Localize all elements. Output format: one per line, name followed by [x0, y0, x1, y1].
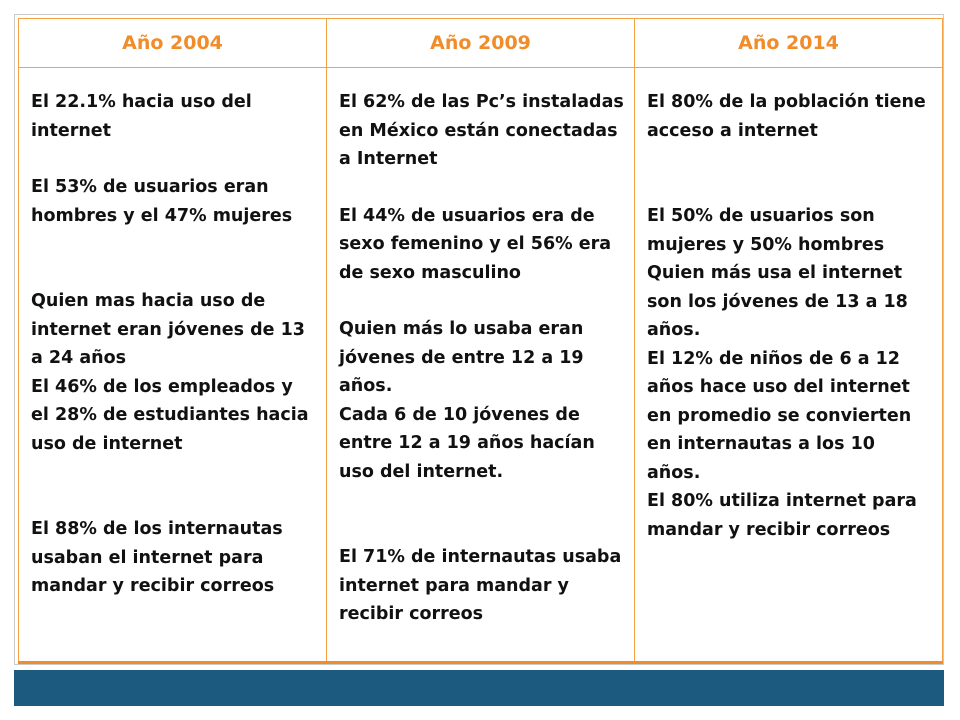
stat-2004-email: El 88% de los internautas usaban el inte… — [31, 519, 283, 596]
column-2014: El 80% de la población tiene acceso a in… — [634, 67, 943, 664]
stat-2014-gender: El 50% de usuarios son mujeres y 50% hom… — [647, 206, 885, 255]
stat-2009-gender: El 44% de usuarios era de sexo femenino … — [339, 205, 612, 283]
header-2009: Año 2009 — [326, 18, 635, 68]
header-2004: Año 2004 — [18, 18, 327, 68]
stat-2009-pcs: El 62% de las Pc’s instaladas en México … — [339, 92, 624, 169]
stat-2009-email: El 71% de internautas usaba internet par… — [339, 547, 622, 624]
stat-2014-age: Quien más usa el internet son los jóvene… — [647, 263, 908, 340]
stat-2009-youth: Cada 6 de 10 jóvenes de entre 12 a 19 añ… — [339, 404, 595, 482]
stat-2004-age: Quien mas hacia uso de internet eran jóv… — [31, 291, 305, 368]
stat-2004-occupation: El 46% de los empleados y el 28% de estu… — [31, 376, 309, 454]
stat-2004-gender: El 53% de usuarios eran hombres y el 47%… — [31, 177, 293, 226]
stat-2014-email: El 80% utiliza internet para mandar y re… — [647, 491, 917, 540]
comparison-table: Año 2004 Año 2009 Año 2014 El 22.1% haci… — [18, 18, 943, 664]
column-2009: El 62% de las Pc’s instaladas en México … — [326, 67, 635, 664]
header-2014: Año 2014 — [634, 18, 943, 68]
stat-2014-access: El 80% de la población tiene acceso a in… — [647, 92, 926, 141]
column-2004: El 22.1% hacia uso del internet El 53% d… — [18, 67, 327, 664]
outer-frame — [14, 14, 944, 665]
footer-bar — [14, 670, 944, 706]
stat-2004-usage: El 22.1% hacia uso del internet — [31, 92, 252, 141]
stat-2009-age: Quien más lo usaba eran jóvenes de entre… — [339, 319, 584, 396]
stat-2014-children: El 12% de niños de 6 a 12 años hace uso … — [647, 348, 912, 483]
header-row: Año 2004 Año 2009 Año 2014 — [18, 18, 943, 68]
content-row: El 22.1% hacia uso del internet El 53% d… — [18, 67, 943, 664]
